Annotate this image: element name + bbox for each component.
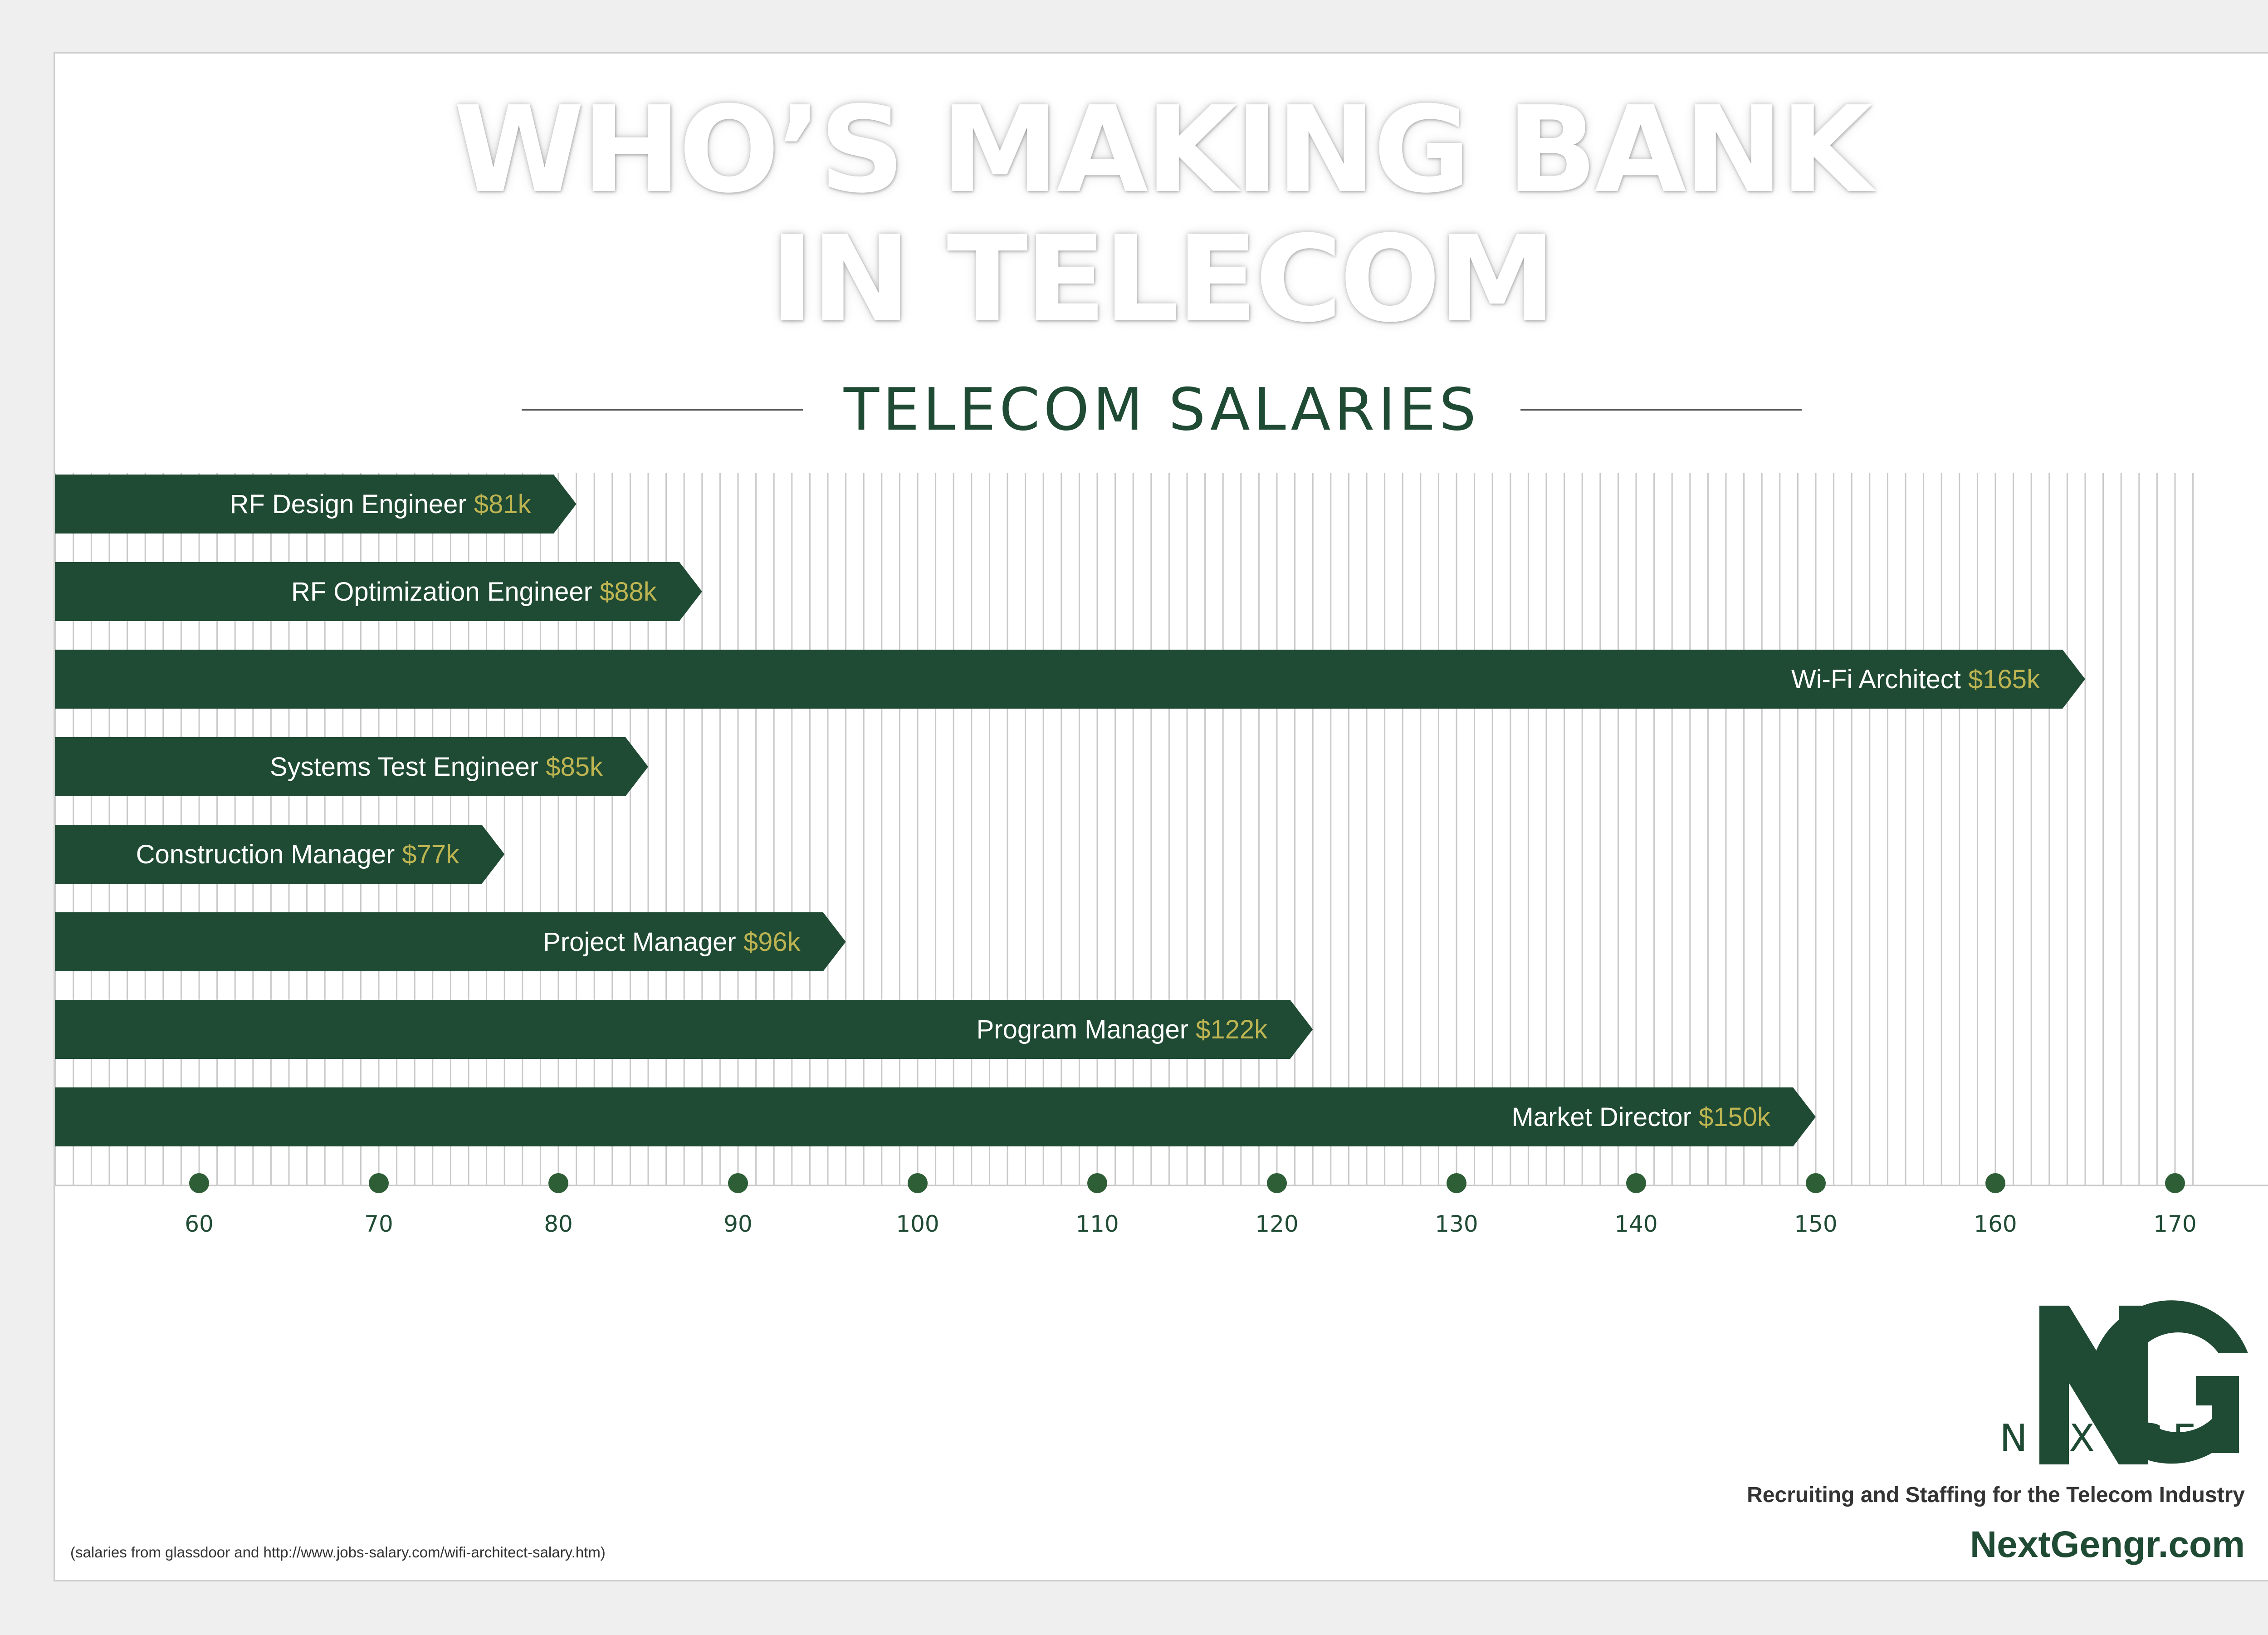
infographic-card: WHO’S MAKING BANK IN TELECOM TELECOM SAL… (54, 52, 2268, 1581)
bar-category: RF Design Engineer (230, 490, 474, 519)
tick-label: 80 (544, 1211, 573, 1237)
tick-label: 90 (723, 1211, 753, 1237)
tick-label: 170 (2153, 1211, 2196, 1237)
bar-category: Wi-Fi Architect (1791, 665, 1968, 694)
bar (55, 562, 702, 621)
subtitle-rule-right (1520, 409, 1802, 411)
tick-dot (548, 1173, 568, 1193)
tick-label: 110 (1075, 1211, 1119, 1237)
subtitle-row: TELECOM SALARIES (55, 371, 2268, 448)
bar (55, 475, 577, 534)
bar-label: RF Optimization Engineer $88k (291, 577, 657, 607)
tick-dot (189, 1173, 209, 1193)
bar (55, 825, 505, 884)
source-note: (salaries from glassdoor and http://www.… (70, 1544, 606, 1561)
bar-value-label: $150k (1699, 1102, 1771, 1132)
subtitle-rule-left (521, 409, 803, 411)
tick-dot (1626, 1173, 1646, 1193)
bar-label: Systems Test Engineer $85k (270, 752, 603, 782)
bar (55, 1000, 1313, 1059)
tick-dot (908, 1173, 928, 1193)
tick-label: 100 (896, 1211, 939, 1237)
bar-value-label: $85k (546, 752, 603, 782)
tick-label: 140 (1614, 1211, 1657, 1237)
bar-label: Market Director $150k (1511, 1102, 1771, 1132)
headline-line-2: IN TELECOM (770, 210, 1556, 348)
bar-category: RF Optimization Engineer (291, 577, 600, 607)
tick-label: 60 (185, 1211, 214, 1237)
bar-value-label: $88k (600, 577, 657, 607)
tick-dot (2165, 1173, 2185, 1193)
bar-label: Wi-Fi Architect $165k (1791, 665, 2040, 694)
bar-label: Construction Manager $77k (136, 840, 460, 869)
tagline: Recruiting and Staffing for the Telecom … (1747, 1483, 2245, 1507)
bar-category: Construction Manager (136, 840, 402, 869)
bar-value-label: $77k (402, 840, 459, 869)
bar-value-label: $165k (1968, 665, 2040, 694)
salary-bar-chart: RF Design Engineer $81k RF Optimization E… (55, 473, 2268, 1237)
headline: WHO’S MAKING BANK IN TELECOM (55, 85, 2268, 344)
nextgen-logo-icon (2039, 1300, 2248, 1464)
tick-dot (369, 1173, 389, 1193)
bar (55, 912, 846, 971)
tick-dot (1087, 1173, 1107, 1193)
bar (55, 1087, 1816, 1146)
headline-line-1: WHO’S MAKING BANK (453, 81, 1873, 219)
tick-dot (1267, 1173, 1287, 1193)
bar (55, 650, 2085, 709)
bar-label: RF Design Engineer $81k (230, 490, 531, 519)
tick-dot (1985, 1173, 2005, 1193)
bar-category: Project Manager (543, 927, 743, 957)
tick-label: 160 (1974, 1211, 2017, 1237)
website-link[interactable]: NextGengr.com (1970, 1524, 2245, 1565)
tick-label: 70 (364, 1211, 393, 1237)
tick-dot (1447, 1173, 1466, 1193)
x-axis: 60 70 80 90 100 110 120 130 140 150 160 170 (185, 1173, 2197, 1237)
bar-value-label: $81k (474, 490, 532, 519)
bar-label: Program Manager $122k (977, 1015, 1268, 1044)
bar-value-label: $122k (1196, 1015, 1268, 1044)
tick-label: 120 (1255, 1211, 1298, 1237)
chart-subtitle: TELECOM SALARIES (843, 376, 1480, 444)
bar-category: Systems Test Engineer (270, 752, 546, 782)
tick-dot (1806, 1173, 1826, 1193)
tick-label: 150 (1794, 1211, 1837, 1237)
bar-label: Project Manager $96k (543, 927, 801, 957)
bar-value-label: $96k (743, 927, 801, 957)
brand-name: NEXTGEN (1999, 1417, 2242, 1460)
bar (55, 737, 648, 796)
tick-label: 130 (1435, 1211, 1478, 1237)
bar-category: Market Director (1511, 1102, 1699, 1132)
bars: RF Design Engineer $81k RF Optimization E… (55, 475, 2085, 1146)
bar-category: Program Manager (977, 1015, 1196, 1044)
tick-dot (728, 1173, 748, 1193)
